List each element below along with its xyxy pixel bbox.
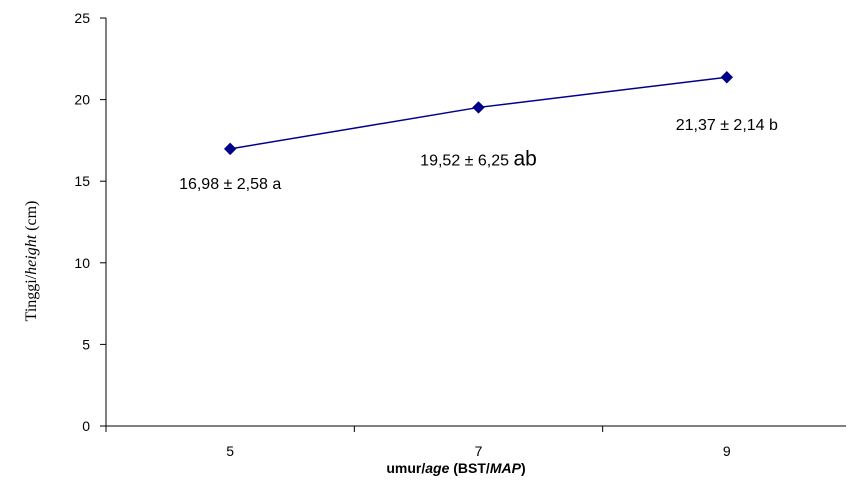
- x-tick-label: 9: [723, 443, 731, 459]
- data-label: 16,98 ± 2,58 a: [179, 176, 281, 193]
- x-axis-title-prefix: umur/: [386, 460, 425, 476]
- series-layer: [223, 71, 734, 156]
- y-tick-label: 25: [74, 10, 90, 26]
- x-axis-title-middle: (BST/: [449, 460, 490, 476]
- x-tick-label: 7: [475, 443, 483, 459]
- y-tick-label: 0: [82, 418, 90, 434]
- data-point-marker: [472, 101, 485, 114]
- x-tick-label: 5: [226, 443, 234, 459]
- y-axis-title: Tinggi/height (cm): [23, 201, 40, 322]
- y-tick-label: 5: [82, 336, 90, 352]
- y-tick-label: 20: [74, 92, 90, 108]
- x-axis-title-suffix: ): [521, 460, 526, 476]
- y-axis: 0 5 10 15 20 25: [74, 10, 107, 434]
- x-axis-title: umur/age (BST/MAP): [386, 460, 525, 476]
- data-label-suffix: ab: [513, 147, 536, 170]
- data-point-marker: [223, 142, 237, 156]
- data-point-marker: [720, 71, 734, 84]
- y-axis-title-suffix: (cm): [23, 201, 40, 235]
- data-label-text: 19,52 ± 6,25: [420, 152, 513, 169]
- x-axis-title-italic2: MAP: [490, 460, 522, 476]
- y-tick-label: 15: [74, 173, 90, 189]
- data-label: 19,52 ± 6,25 ab: [420, 147, 537, 170]
- x-axis-title-italic: age: [425, 460, 449, 476]
- label-layer: 16,98 ± 2,58 a 19,52 ± 6,25 ab 21,37 ± 2,1…: [179, 117, 778, 193]
- y-axis-title-italic: height: [23, 234, 40, 275]
- data-label-text: 16,98 ± 2,58 a: [179, 176, 281, 193]
- y-tick-label: 10: [74, 255, 90, 271]
- data-label-text: 21,37 ± 2,14 b: [676, 117, 778, 134]
- y-axis-title-prefix: Tinggi/: [23, 274, 40, 321]
- data-label: 21,37 ± 2,14 b: [676, 117, 778, 134]
- x-axis: 5 7 9: [105, 425, 846, 459]
